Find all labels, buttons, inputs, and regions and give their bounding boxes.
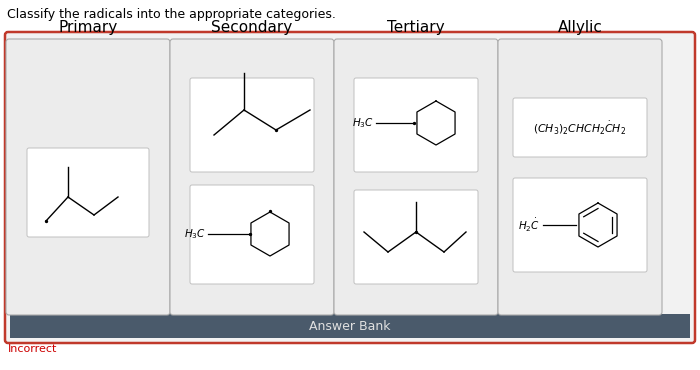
FancyBboxPatch shape: [6, 39, 170, 315]
Text: $H_3C$: $H_3C$: [352, 116, 374, 130]
Text: $(CH_3)_2CHCH_2\dot{C}H_2$: $(CH_3)_2CHCH_2\dot{C}H_2$: [533, 119, 626, 136]
FancyBboxPatch shape: [513, 98, 647, 157]
Text: Tertiary: Tertiary: [387, 20, 444, 35]
FancyBboxPatch shape: [27, 148, 149, 237]
FancyBboxPatch shape: [513, 178, 647, 272]
FancyBboxPatch shape: [170, 39, 334, 315]
FancyBboxPatch shape: [190, 185, 314, 284]
FancyBboxPatch shape: [354, 78, 478, 172]
FancyBboxPatch shape: [5, 32, 695, 343]
Text: Secondary: Secondary: [211, 20, 293, 35]
Text: Answer Bank: Answer Bank: [309, 320, 391, 333]
Text: $H_2\dot{C}$: $H_2\dot{C}$: [518, 216, 540, 233]
Bar: [10, 314, 690, 338]
Text: Classify the radicals into the appropriate categories.: Classify the radicals into the appropria…: [7, 8, 336, 21]
FancyBboxPatch shape: [498, 39, 662, 315]
Text: Incorrect: Incorrect: [8, 344, 57, 354]
FancyBboxPatch shape: [190, 78, 314, 172]
FancyBboxPatch shape: [354, 190, 478, 284]
Text: Primary: Primary: [58, 20, 118, 35]
Text: Allylic: Allylic: [558, 20, 603, 35]
Text: $H_3C$: $H_3C$: [184, 227, 206, 241]
FancyBboxPatch shape: [334, 39, 498, 315]
